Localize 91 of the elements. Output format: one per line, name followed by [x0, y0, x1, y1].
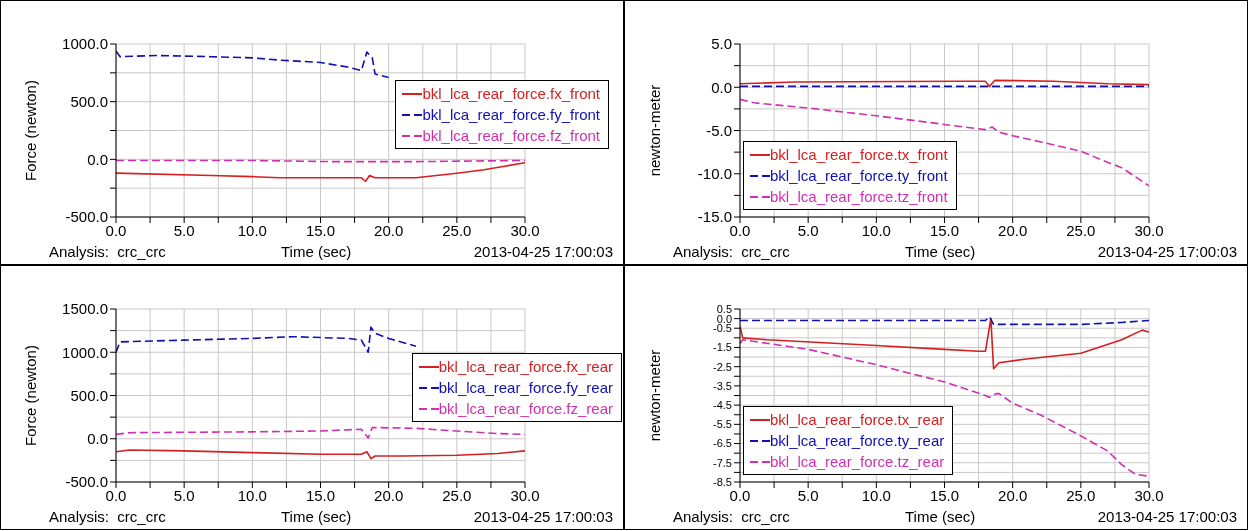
- y-tick-label: -500.0: [65, 208, 108, 226]
- x-tick-label: 25.0: [442, 221, 472, 239]
- x-tick-label: 10.0: [861, 221, 891, 239]
- y-tick-label: -5.0: [706, 121, 732, 139]
- legend-label: bkl_lca_rear_force.fx_rear: [438, 357, 613, 377]
- y-tick-label: -5.5: [713, 418, 732, 431]
- y-tick-label: 500.0: [70, 386, 108, 404]
- y-tick-label: -7.5: [713, 456, 732, 469]
- y-tick-label: -15.0: [697, 208, 732, 226]
- y-tick-label: -0.5: [713, 322, 732, 335]
- y-tick-label: -2.5: [713, 360, 732, 373]
- line-series: [740, 98, 1149, 187]
- x-tick-label: 15.0: [305, 486, 336, 504]
- text: Analysis: crc_crc: [673, 508, 790, 525]
- y-tick-label: -4.5: [713, 399, 732, 412]
- y-axis-title: Force (newton): [22, 345, 40, 446]
- legend-label: bkl_lca_rear_force.tx_front: [770, 145, 948, 165]
- y-tick-label: -1.5: [713, 341, 732, 354]
- x-tick-label: 15.0: [929, 486, 960, 504]
- y-tick-label: -10.0: [697, 165, 732, 183]
- x-tick-label: 30.0: [510, 221, 540, 239]
- line-series: [116, 326, 417, 354]
- x-tick-label: 10.0: [237, 486, 267, 504]
- x-tick-label: 5.0: [173, 221, 195, 239]
- x-tick-label: 5.0: [173, 486, 195, 504]
- x-tick-label: 5.0: [797, 221, 819, 239]
- legend-label: bkl_lca_rear_force.ty_rear: [770, 431, 945, 451]
- line-series: [740, 79, 1149, 88]
- legend-label: bkl_lca_rear_force.fy_front: [422, 105, 600, 125]
- y-tick-label: -6.5: [713, 437, 732, 450]
- y-tick-label: 1500.0: [62, 300, 108, 318]
- y-tick-label: 0.0: [711, 78, 732, 96]
- x-axis-title: Time (sec): [905, 508, 976, 525]
- x-tick-label: 30.0: [1134, 486, 1164, 504]
- y-tick-label: -3.5: [713, 379, 732, 392]
- y-axis-title: Force (newton): [22, 80, 40, 181]
- y-axis-title: newton-meter: [646, 84, 664, 177]
- x-tick-label: 10.0: [861, 486, 891, 504]
- x-axis-title: Time (sec): [905, 243, 976, 260]
- legend-label: bkl_lca_rear_force.tx_rear: [770, 410, 945, 430]
- text: 2013-04-25 17:00:03: [1097, 508, 1237, 525]
- x-tick-label: 30.0: [510, 486, 540, 504]
- x-tick-label: 20.0: [998, 221, 1028, 239]
- legend-label: bkl_lca_rear_force.tz_rear: [770, 452, 945, 472]
- legend-label: bkl_lca_rear_force.fx_front: [422, 84, 600, 104]
- x-tick-label: 0.0: [105, 486, 127, 504]
- x-tick-label: 0.0: [729, 221, 751, 239]
- line-series: [740, 338, 1149, 478]
- legend-label: bkl_lca_rear_force.fy_rear: [438, 378, 613, 398]
- y-tick-label: 1000.0: [62, 35, 108, 53]
- line-series: [740, 317, 1149, 370]
- x-tick-label: 25.0: [1066, 486, 1096, 504]
- x-tick-label: 25.0: [1066, 221, 1096, 239]
- text: Analysis: crc_crc: [49, 243, 166, 260]
- y-tick-label: 5.0: [711, 35, 732, 53]
- y-tick-label: 0.0: [87, 150, 108, 168]
- y-tick-label: -8.5: [713, 475, 732, 488]
- y-tick-label: 0.0: [716, 312, 732, 325]
- text: 2013-04-25 17:00:03: [473, 243, 613, 260]
- legend-label: bkl_lca_rear_force.tz_front: [770, 187, 948, 207]
- text: Analysis: crc_crc: [49, 508, 166, 525]
- x-tick-label: 25.0: [442, 486, 472, 504]
- text: 2013-04-25 17:00:03: [473, 508, 613, 525]
- y-tick-label: 1000.0: [62, 343, 108, 361]
- x-tick-label: 10.0: [237, 221, 267, 239]
- x-axis-title: Time (sec): [281, 508, 352, 525]
- line-series: [116, 161, 525, 183]
- x-tick-label: 20.0: [374, 221, 404, 239]
- legend-label: bkl_lca_rear_force.ty_front: [770, 166, 948, 186]
- x-tick-label: 0.0: [105, 221, 127, 239]
- x-tick-label: 15.0: [929, 221, 960, 239]
- line-series: [116, 426, 525, 439]
- y-tick-label: 0.5: [716, 302, 732, 315]
- x-tick-label: 20.0: [374, 486, 404, 504]
- x-tick-label: 0.0: [729, 486, 751, 504]
- line-series: [116, 449, 525, 460]
- y-tick-label: 500.0: [70, 92, 108, 110]
- x-tick-label: 20.0: [998, 486, 1028, 504]
- x-axis-title: Time (sec): [281, 243, 352, 260]
- text: 2013-04-25 17:00:03: [1097, 243, 1237, 260]
- x-tick-label: 15.0: [305, 221, 336, 239]
- x-tick-label: 30.0: [1134, 221, 1164, 239]
- y-tick-label: -500.0: [65, 473, 108, 491]
- x-tick-label: 5.0: [797, 486, 819, 504]
- legend-label: bkl_lca_rear_force.fz_rear: [438, 399, 613, 419]
- y-axis-title: newton-meter: [646, 349, 664, 442]
- line-series: [740, 315, 1149, 326]
- y-tick-label: 0.0: [87, 430, 108, 448]
- line-series: [116, 50, 390, 79]
- legend-label: bkl_lca_rear_force.fz_front: [422, 126, 600, 146]
- text: Analysis: crc_crc: [673, 243, 790, 260]
